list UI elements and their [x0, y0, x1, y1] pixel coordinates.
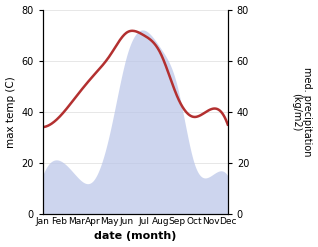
Y-axis label: max temp (C): max temp (C): [5, 76, 16, 148]
Y-axis label: med. precipitation
(kg/m2): med. precipitation (kg/m2): [291, 67, 313, 157]
X-axis label: date (month): date (month): [94, 231, 176, 242]
